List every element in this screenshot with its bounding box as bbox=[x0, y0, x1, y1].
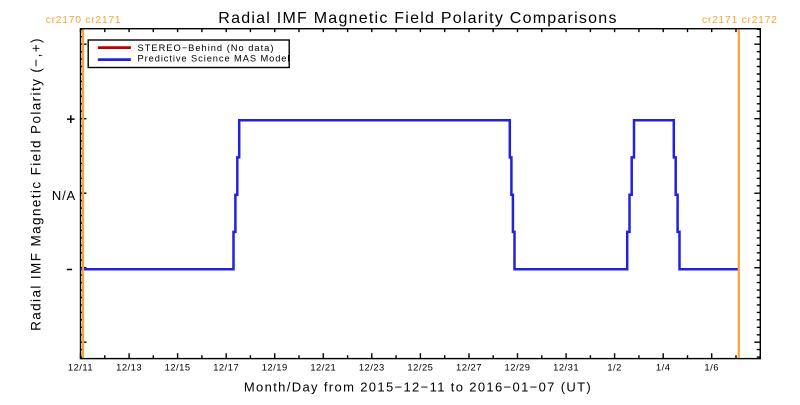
svg-text:12/17: 12/17 bbox=[213, 362, 239, 373]
svg-text:STEREO−Behind (No data): STEREO−Behind (No data) bbox=[138, 43, 275, 53]
svg-text:12/23: 12/23 bbox=[359, 362, 385, 373]
svg-text:cr2170 cr2171: cr2170 cr2171 bbox=[46, 15, 122, 26]
svg-text:N/A: N/A bbox=[52, 188, 76, 203]
svg-text:Radial IMF Magnetic Field Pola: Radial IMF Magnetic Field Polarity Compa… bbox=[218, 10, 617, 27]
svg-text:Predictive Science MAS Model: Predictive Science MAS Model bbox=[138, 54, 291, 64]
svg-text:Radial IMF Magnetic Field Pola: Radial IMF Magnetic Field Polarity (−,+) bbox=[29, 37, 44, 331]
svg-text:12/11: 12/11 bbox=[68, 362, 93, 373]
svg-text:12/31: 12/31 bbox=[553, 362, 579, 373]
svg-text:12/27: 12/27 bbox=[456, 362, 482, 373]
svg-text:1/4: 1/4 bbox=[656, 362, 671, 373]
svg-text:12/15: 12/15 bbox=[165, 362, 191, 373]
svg-text:Month/Day from 2015−12−11 to 2: Month/Day from 2015−12−11 to 2016−01−07 … bbox=[244, 380, 592, 395]
svg-text:12/29: 12/29 bbox=[505, 362, 531, 373]
svg-text:12/25: 12/25 bbox=[407, 362, 433, 373]
svg-text:1/2: 1/2 bbox=[607, 362, 622, 373]
svg-text:12/13: 12/13 bbox=[116, 362, 142, 373]
svg-text:12/21: 12/21 bbox=[310, 362, 336, 373]
svg-text:1/6: 1/6 bbox=[704, 362, 719, 373]
svg-text:12/19: 12/19 bbox=[262, 362, 288, 373]
svg-text:cr2171 cr2172: cr2171 cr2172 bbox=[702, 15, 778, 26]
